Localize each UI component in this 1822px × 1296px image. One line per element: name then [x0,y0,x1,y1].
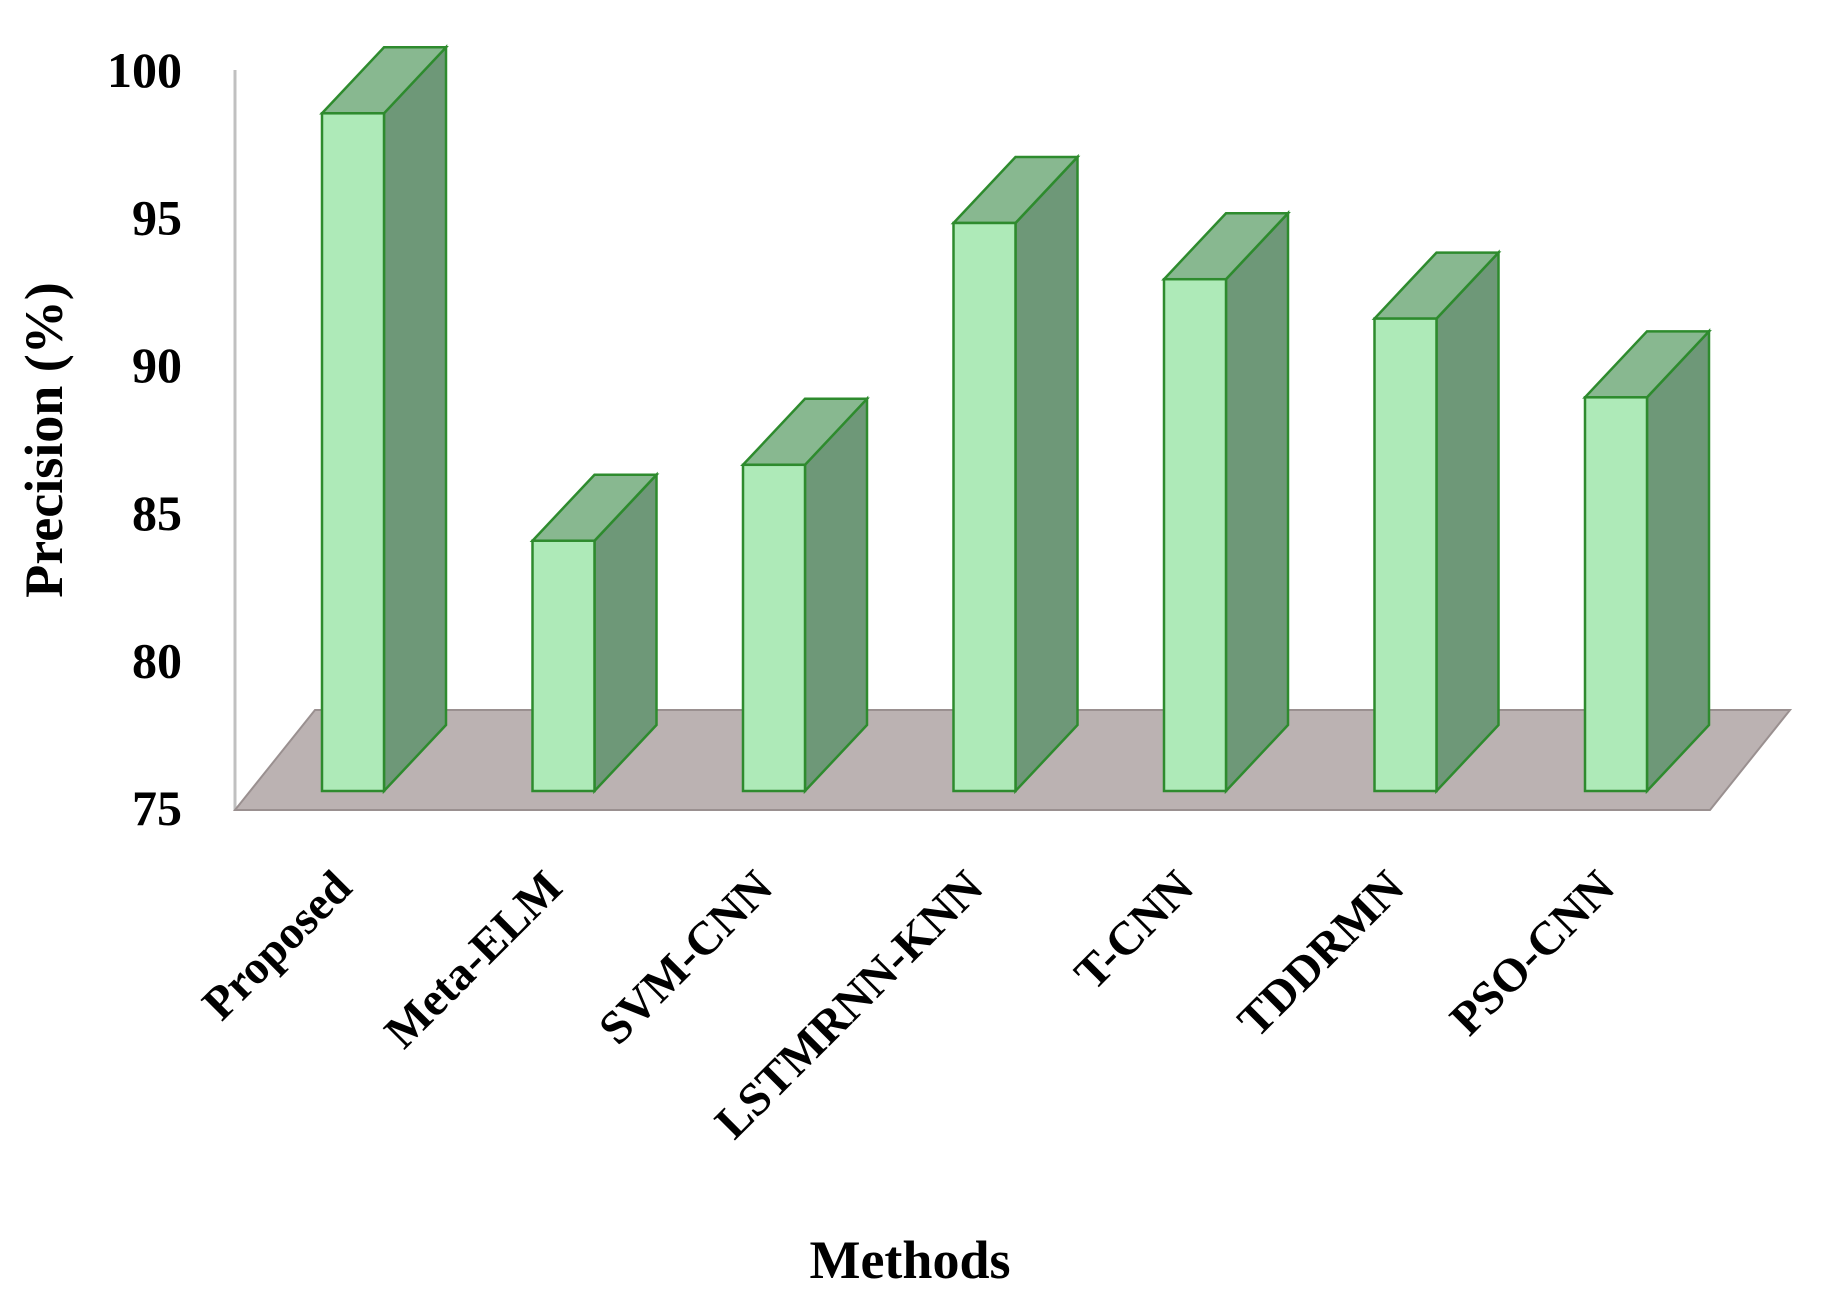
bar-front [1583,396,1649,793]
bar-t-cnn [1161,210,1291,795]
x-category-label: TDDRMN [1228,861,1414,1047]
y-tick-label: 80 [132,632,182,688]
x-axis-title: Methods [810,1230,1011,1290]
bar-meta-elm [529,471,660,795]
bar-front [531,539,596,793]
y-tick-label: 90 [132,337,182,393]
bar-tddrmn [1371,249,1502,795]
bar-side [1224,210,1290,795]
bars-group [319,44,1712,795]
x-category-label: SVM-CNN [589,861,783,1055]
y-axis-title: Precision (%) [14,282,74,597]
y-tick-label: 75 [132,780,182,836]
bar-front [952,221,1017,793]
bar-side [1645,328,1711,795]
x-category-label: Meta-ELM [375,861,572,1058]
bar-svm-cnn [740,395,870,795]
x-category-label: Proposed [193,861,362,1030]
bar-front [320,112,386,793]
bar-side [1435,249,1500,795]
bar-front [741,463,807,793]
x-category-label: PSO-CNN [1440,861,1625,1046]
y-tick-label: 95 [132,190,182,246]
x-category-label: T-CNN [1065,861,1204,1000]
bar-side [1014,153,1079,795]
bar-proposed [319,44,449,795]
bar-side [382,44,448,795]
y-tick-label: 85 [132,485,182,541]
y-tick-labels: 75 80 85 90 95 100 [107,42,182,836]
bar-side [803,395,869,795]
y-tick-label: 100 [107,42,182,98]
bar-front [1373,317,1438,793]
bar-pso-cnn [1582,328,1712,795]
bar-lstmrnn-knn [950,153,1081,795]
bar-front [1162,277,1228,793]
